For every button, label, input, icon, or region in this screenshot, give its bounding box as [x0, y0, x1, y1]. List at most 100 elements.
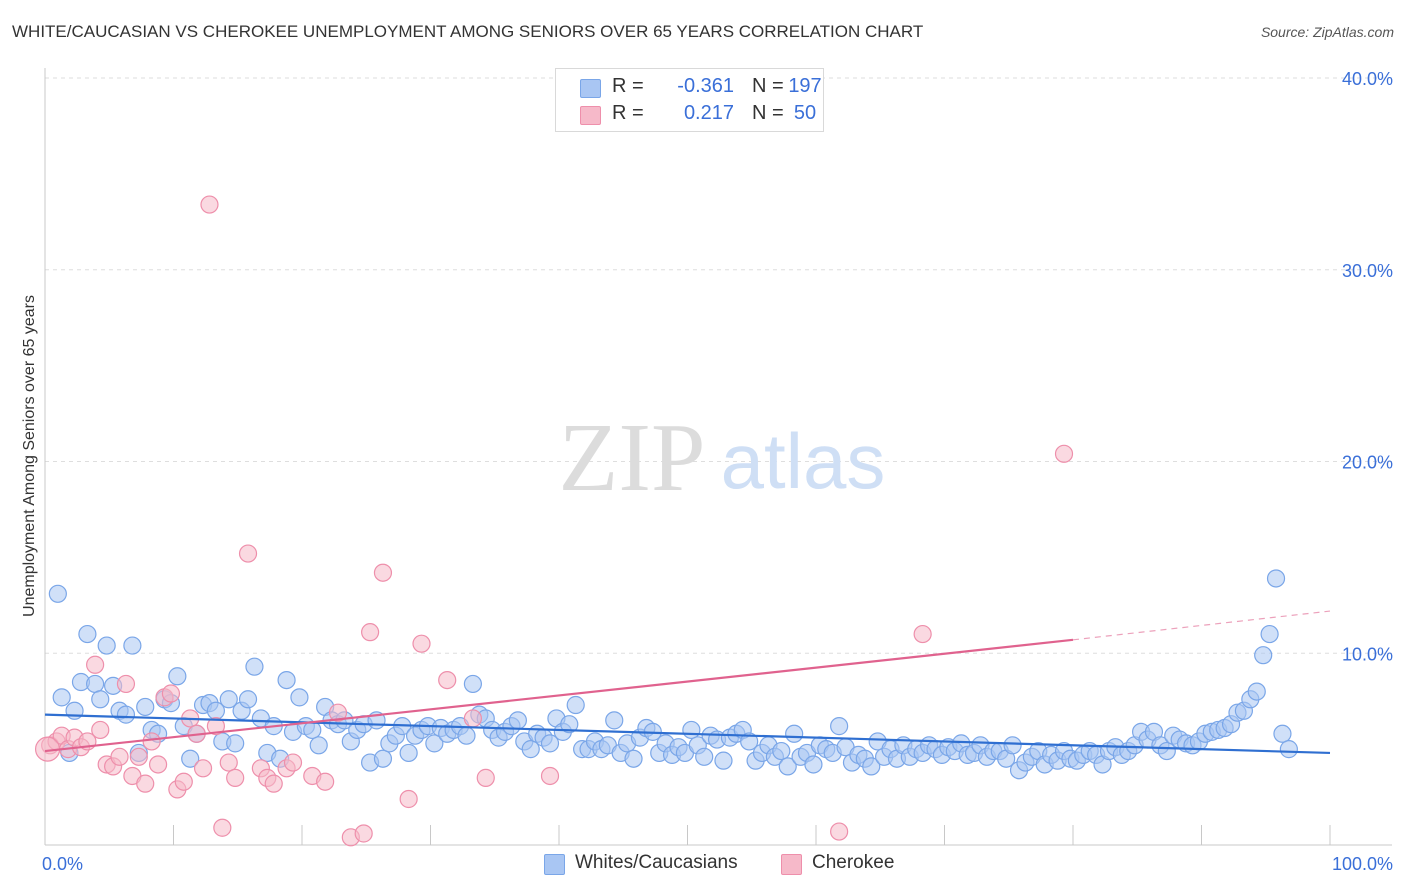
tick-labels: 10.0% 20.0% 30.0% 40.0% 0.0% 100.0%	[42, 69, 1393, 874]
r-label: R =	[612, 102, 644, 124]
r-value: -0.361	[677, 75, 734, 97]
data-point	[290, 688, 309, 707]
data-point	[219, 690, 238, 709]
data-point	[219, 753, 238, 772]
n-value: 50	[793, 102, 817, 124]
n-value: 197	[788, 75, 822, 97]
data-point	[1260, 624, 1279, 644]
data-point	[328, 703, 348, 722]
r-label: R =	[612, 75, 644, 97]
r-value: 0.217	[683, 102, 734, 124]
data-point	[226, 768, 245, 787]
data-point	[399, 743, 418, 763]
data-point	[457, 726, 476, 745]
cherokee-swatch	[580, 106, 601, 125]
legend-swatch-cherokee	[781, 854, 802, 875]
data-point	[412, 634, 431, 653]
trend-line-extension	[1072, 610, 1331, 641]
data-point	[540, 734, 560, 753]
n-label: N =	[752, 75, 784, 97]
data-point	[605, 711, 624, 730]
data-point	[740, 732, 759, 751]
data-point	[264, 774, 283, 793]
data-point	[316, 772, 335, 791]
data-point	[1279, 740, 1298, 759]
data-point	[181, 749, 200, 768]
data-point	[238, 544, 258, 563]
data-point	[86, 674, 105, 694]
data-point	[123, 636, 142, 655]
data-point	[91, 690, 110, 709]
data-point	[373, 749, 393, 768]
data-point	[785, 724, 804, 743]
data-point	[283, 753, 303, 772]
n-label: N =	[752, 102, 784, 124]
watermark: ZIP atlas	[559, 404, 886, 512]
watermark-zip: ZIP	[559, 404, 706, 512]
legend-label-cherokee: Cherokee	[812, 852, 895, 873]
correlation-stats-box: R = -0.361 N = 197 R = 0.217 N = 50	[555, 68, 824, 132]
data-point	[91, 720, 110, 740]
data-point	[682, 720, 701, 740]
data-point	[97, 636, 116, 655]
y-tick-label: 40.0%	[1342, 69, 1393, 89]
data-point	[1254, 646, 1273, 665]
data-point	[476, 768, 495, 787]
data-point	[521, 740, 540, 759]
y-tick-label: 10.0%	[1342, 644, 1393, 664]
legend-swatch-whites	[544, 854, 565, 875]
data-point	[862, 757, 881, 776]
y-axis-label: Unemployment Among Seniors over 65 years	[21, 295, 38, 617]
trend-line	[44, 713, 1331, 755]
axes	[44, 68, 1392, 846]
data-point	[78, 624, 97, 644]
data-point	[174, 772, 193, 791]
data-point	[463, 674, 483, 694]
data-point	[110, 747, 129, 766]
source-credit: Source: ZipAtlas.com	[1260, 24, 1394, 40]
whites-swatch	[580, 79, 601, 98]
data-point	[206, 717, 226, 736]
data-point	[213, 818, 232, 837]
data-point	[1003, 736, 1022, 755]
data-point	[373, 563, 393, 582]
x-tick-label: 100.0%	[1332, 854, 1393, 874]
data-point	[1266, 569, 1286, 588]
data-point	[913, 624, 932, 644]
y-tick-label: 30.0%	[1342, 261, 1393, 281]
watermark-atlas: atlas	[721, 417, 886, 505]
data-point	[778, 757, 797, 776]
legend-label-whites: Whites/Caucasians	[575, 852, 738, 873]
data-point	[148, 755, 168, 774]
data-point	[303, 720, 322, 740]
data-point	[425, 734, 444, 753]
data-point	[1247, 682, 1266, 701]
data-point	[463, 709, 483, 728]
data-point	[1273, 724, 1292, 743]
x-tick-label: 0.0%	[42, 854, 83, 874]
data-point	[48, 584, 67, 603]
data-point	[277, 670, 296, 690]
data-point	[566, 695, 585, 715]
data-point	[245, 657, 264, 676]
data-point	[116, 674, 136, 694]
data-point	[560, 715, 579, 734]
data-point	[136, 774, 155, 793]
data-point	[714, 751, 733, 770]
data-point	[116, 705, 136, 724]
data-point	[238, 690, 258, 709]
data-point	[804, 755, 823, 774]
data-point	[399, 789, 418, 809]
data-point	[136, 697, 155, 717]
data-point	[772, 741, 791, 761]
data-point	[86, 655, 105, 674]
y-tick-label: 20.0%	[1342, 453, 1393, 473]
data-point	[168, 667, 187, 686]
trend-line	[44, 638, 1074, 753]
data-point	[226, 734, 245, 753]
data-point	[1157, 741, 1176, 761]
data-point	[438, 670, 457, 690]
data-point	[161, 684, 181, 703]
trend-lines	[44, 610, 1331, 755]
